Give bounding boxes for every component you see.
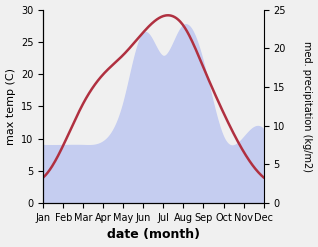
- X-axis label: date (month): date (month): [107, 228, 200, 242]
- Y-axis label: med. precipitation (kg/m2): med. precipitation (kg/m2): [302, 41, 313, 172]
- Y-axis label: max temp (C): max temp (C): [5, 68, 16, 145]
